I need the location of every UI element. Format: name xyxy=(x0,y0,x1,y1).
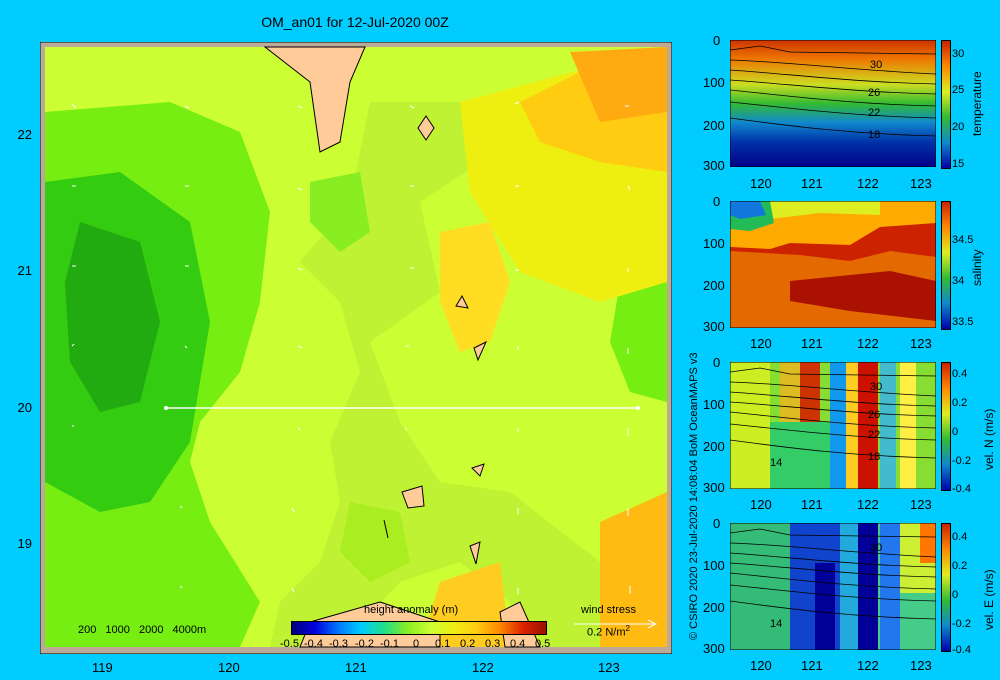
section-panel-temperature: 30 26 22 18 xyxy=(729,39,937,168)
cbar-tick: 30 xyxy=(952,48,965,60)
depth-tick: 200 xyxy=(703,118,725,133)
colorbar-ticks: -0.5 -0.4 -0.3 -0.2 -0.1 0 0.1 0.2 0.3 0… xyxy=(280,638,551,650)
cbar-tick: 34 xyxy=(952,275,965,287)
depth-tick: 100 xyxy=(703,558,725,573)
depth-tick: 100 xyxy=(703,236,725,251)
depth-legend-1000: 1000 xyxy=(105,624,130,636)
x-tick-label: 119 xyxy=(92,660,113,675)
map-title: OM_an01 for 12-Jul-2020 00Z xyxy=(261,14,449,30)
depth-tick: 100 xyxy=(703,75,725,90)
depth-legend-4000: 4000m xyxy=(172,624,207,636)
cbar-tick: -0.4 xyxy=(952,644,971,656)
y-tick-label: 20 xyxy=(17,400,32,415)
wind-stress-label: wind stress xyxy=(581,604,637,616)
depth-legend-200: 200 xyxy=(78,624,97,636)
depth-tick: 0 xyxy=(713,33,721,48)
x-tick-label: 121 xyxy=(345,660,367,675)
contour-label: 22 xyxy=(868,107,880,119)
contour-label: 30 xyxy=(870,381,882,393)
cbar-tick: -0.2 xyxy=(952,455,971,467)
lon-tick: 122 xyxy=(857,658,879,673)
depth-tick: 100 xyxy=(703,397,725,412)
depth-tick: 300 xyxy=(703,319,725,334)
depth-tick: 0 xyxy=(713,355,721,370)
section-panel-vel-n: 30 26 22 18 14 xyxy=(729,361,937,490)
lon-tick: 120 xyxy=(750,176,772,191)
contour-label: 30 xyxy=(870,542,882,554)
wind-stress-value: 0.2 N/m2 xyxy=(587,624,630,639)
cbar-tick: 15 xyxy=(952,158,965,170)
cbar-tick: 20 xyxy=(952,121,965,133)
cbar-tick: 0.4 xyxy=(952,531,968,543)
temperature-label: temperature xyxy=(970,71,984,136)
cbar-tick: 0.2 xyxy=(952,560,968,572)
lon-tick: 123 xyxy=(910,497,932,512)
cbar-tick: 0 xyxy=(952,426,959,438)
depth-tick: 300 xyxy=(703,158,725,173)
contour-label: 30 xyxy=(870,59,882,71)
colorbar-label: height anomaly (m) xyxy=(364,604,459,616)
vel-e-colorbar xyxy=(941,523,951,652)
section-panel-vel-e: 30 14 xyxy=(729,522,937,651)
lon-tick: 123 xyxy=(910,658,932,673)
credit-text: © CSIRO 2020 23-Jul-2020 14:08:04 BoM Oc… xyxy=(688,352,700,640)
depth-tick: 0 xyxy=(713,194,721,209)
lon-tick: 121 xyxy=(801,176,823,191)
vel-n-label: vel. N (m/s) xyxy=(982,408,996,470)
lon-tick: 120 xyxy=(750,497,772,512)
contour-label: 26 xyxy=(868,87,880,99)
depth-legend-2000: 2000 xyxy=(138,624,164,636)
x-tick-label: 123 xyxy=(598,660,620,675)
y-tick-label: 21 xyxy=(17,263,32,278)
depth-tick: 200 xyxy=(703,439,725,454)
depth-tick: 300 xyxy=(703,641,725,656)
depth-tick: 200 xyxy=(703,600,725,615)
temperature-colorbar xyxy=(941,40,951,169)
contour-label: 14 xyxy=(770,618,782,630)
lon-tick: 122 xyxy=(857,336,879,351)
depth-tick: 200 xyxy=(703,278,725,293)
cbar-tick: 0 xyxy=(952,589,959,601)
contour-label: 18 xyxy=(868,451,880,463)
x-tick-label: 122 xyxy=(472,660,494,675)
lon-tick: 121 xyxy=(801,658,823,673)
lon-tick: 122 xyxy=(857,497,879,512)
wind-stress-arrow xyxy=(574,616,658,629)
lon-tick: 121 xyxy=(801,497,823,512)
cbar-tick: -0.4 xyxy=(952,483,971,495)
lon-tick: 122 xyxy=(857,176,879,191)
salinity-colorbar xyxy=(941,201,951,330)
cbar-tick: 25 xyxy=(952,84,965,96)
x-tick-label: 120 xyxy=(218,660,240,675)
cbar-tick: 0.4 xyxy=(952,368,968,380)
lon-tick: 123 xyxy=(910,176,932,191)
lon-tick: 123 xyxy=(910,336,932,351)
contour-label: 14 xyxy=(770,457,782,469)
contour-label: 18 xyxy=(868,129,880,141)
salinity-label: salinity xyxy=(970,249,984,286)
vel-n-colorbar xyxy=(941,362,951,491)
depth-tick: 0 xyxy=(713,516,721,531)
lon-tick: 121 xyxy=(801,336,823,351)
contour-label: 26 xyxy=(868,409,880,421)
cbar-tick: 0.2 xyxy=(952,397,968,409)
lon-tick: 120 xyxy=(750,658,772,673)
section-panel-salinity xyxy=(729,200,937,329)
lon-tick: 120 xyxy=(750,336,772,351)
cbar-tick: 33.5 xyxy=(952,316,974,328)
cbar-tick: 34.5 xyxy=(952,234,974,246)
main-map xyxy=(39,41,673,655)
y-tick-label: 19 xyxy=(17,536,32,551)
height-anomaly-colorbar xyxy=(291,621,547,635)
contour-label: 22 xyxy=(868,429,880,441)
vel-e-label: vel. E (m/s) xyxy=(982,569,996,630)
y-tick-label: 22 xyxy=(17,127,32,142)
depth-legend: 200 1000 2000 4000m xyxy=(78,624,206,636)
cbar-tick: -0.2 xyxy=(952,618,971,630)
depth-tick: 300 xyxy=(703,480,725,495)
